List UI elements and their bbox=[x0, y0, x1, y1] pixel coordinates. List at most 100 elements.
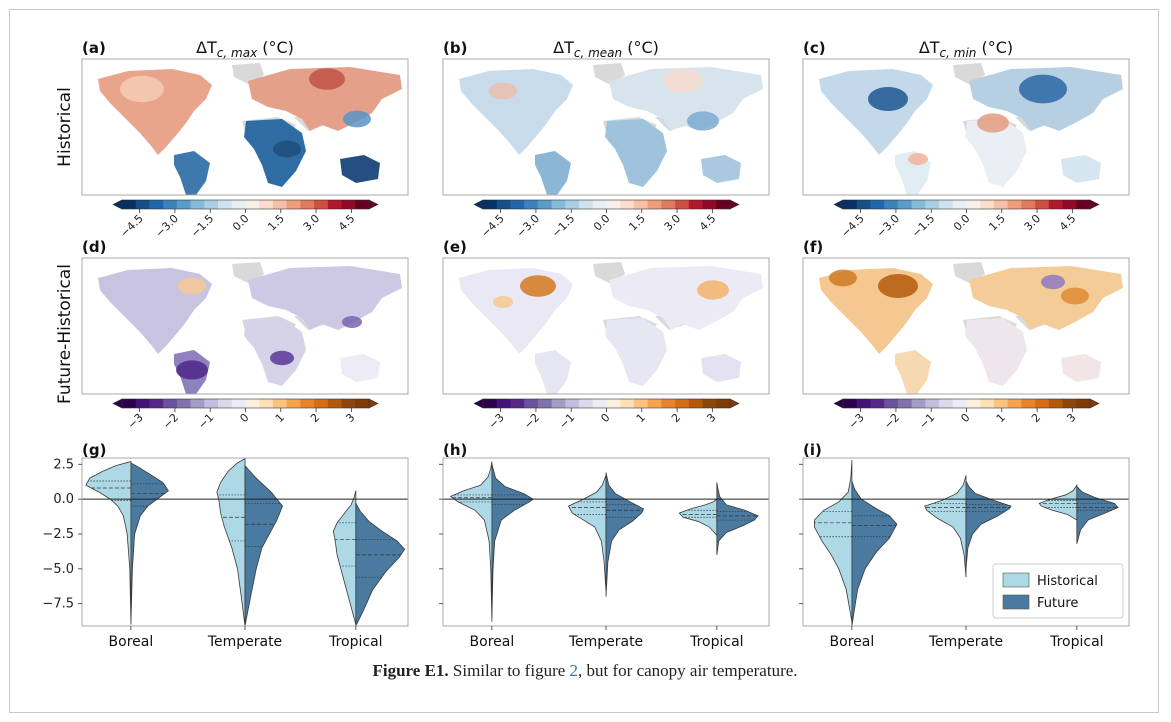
map-frame bbox=[802, 58, 1130, 196]
colorbar-segment bbox=[884, 200, 899, 209]
caption-text-end: , but for canopy air temperature. bbox=[578, 661, 798, 680]
colorbar-extend-high bbox=[729, 398, 740, 409]
map-anomaly-patch bbox=[273, 140, 301, 158]
colorbar-tick-label: −3 bbox=[846, 411, 867, 432]
colorbar-extend-high bbox=[1089, 398, 1100, 409]
y-tick-label: −2.5 bbox=[42, 527, 74, 542]
colorbar-segment bbox=[633, 399, 649, 408]
colorbar-segment bbox=[272, 200, 288, 209]
colorbar-segment bbox=[980, 200, 995, 209]
colorbar-segment bbox=[245, 399, 260, 408]
colorbar-tick-label: −1 bbox=[917, 411, 938, 432]
colorbar-segment bbox=[702, 399, 717, 408]
panel-title: ΔTc, min (°C) bbox=[919, 38, 1013, 60]
colorbar-segment bbox=[218, 399, 233, 408]
colorbar-tick-label: −2 bbox=[881, 411, 902, 432]
panel-letter: (f) bbox=[803, 238, 823, 256]
colorbar-extend-high bbox=[368, 398, 379, 409]
colorbar-segment bbox=[843, 200, 858, 209]
continent-eurasia bbox=[609, 266, 763, 330]
colorbar-tick-label: 4.5 bbox=[697, 212, 719, 234]
map-panel-c: (c) ΔTc, min (°C) bbox=[802, 38, 1130, 196]
violin-half-future-temperate bbox=[965, 480, 1012, 569]
map-land bbox=[98, 262, 402, 394]
colorbar-segment bbox=[606, 200, 621, 209]
legend-label-future: Future bbox=[1037, 596, 1078, 611]
colorbar-extend-low bbox=[112, 199, 123, 210]
map-anomaly-patch bbox=[868, 87, 908, 111]
continent-australia bbox=[1061, 354, 1101, 382]
colorbar-segment bbox=[122, 399, 137, 408]
x-category-label: Tropical bbox=[689, 634, 743, 650]
colorbar-segment bbox=[592, 399, 607, 408]
panel-letter: (b) bbox=[443, 39, 467, 57]
continent-samerica bbox=[535, 350, 571, 394]
colorbar-segment bbox=[1035, 399, 1050, 408]
map-anomaly-patch bbox=[697, 280, 729, 300]
figure-plot: (a) ΔTc, max (°C) (b) ΔTc, mean (°C) (c) ΔTc,… bbox=[42, 38, 1130, 650]
colorbar-segment bbox=[272, 399, 288, 408]
colorbar-segment bbox=[1062, 399, 1077, 408]
colorbar-tick-label: −1 bbox=[196, 411, 217, 432]
colorbar-segment bbox=[314, 200, 329, 209]
colorbar-tick-label: −4.5 bbox=[479, 212, 507, 240]
colorbar-segment bbox=[314, 399, 329, 408]
violin-half-future-temperate bbox=[244, 464, 283, 626]
colorbar-tick-label: 3 bbox=[704, 411, 718, 425]
colorbar-segment bbox=[579, 399, 594, 408]
colorbar-segment bbox=[1007, 399, 1022, 408]
map-anomaly-patch bbox=[309, 68, 345, 90]
colorbar-segment bbox=[620, 399, 635, 408]
colorbar-segment bbox=[149, 200, 164, 209]
colorbar-segment bbox=[565, 200, 580, 209]
colorbar-segment bbox=[149, 399, 164, 408]
row-label-historical: Historical bbox=[55, 87, 75, 167]
colorbar-segment bbox=[993, 200, 1009, 209]
colorbar-segment bbox=[176, 399, 192, 408]
caption-text: Similar to figure bbox=[448, 661, 570, 680]
colorbar-segment bbox=[1021, 200, 1036, 209]
figure-reference-link[interactable]: 2 bbox=[569, 661, 579, 680]
colorbar-tick-label: −4.5 bbox=[118, 212, 146, 240]
violin-plot-area bbox=[813, 460, 1119, 626]
panel-letter: (g) bbox=[82, 441, 106, 459]
colorbar-segment bbox=[204, 399, 219, 408]
colorbar-segment bbox=[579, 200, 594, 209]
colorbar-tick-label: −1.5 bbox=[549, 212, 577, 240]
colorbar-segment bbox=[675, 399, 690, 408]
colorbar-segment bbox=[218, 200, 233, 209]
continent-eurasia bbox=[609, 67, 763, 131]
colorbar-extend-low bbox=[473, 398, 484, 409]
colorbar-segment bbox=[939, 200, 954, 209]
colorbar-row2-3: −3 −2 −1 0 1 2 3 bbox=[833, 398, 1100, 432]
violin-half-future-boreal bbox=[491, 464, 534, 618]
legend-swatch-future bbox=[1002, 594, 1030, 610]
continent-africa bbox=[605, 119, 667, 187]
continent-eurasia bbox=[969, 266, 1123, 330]
colorbar-segment bbox=[551, 200, 566, 209]
colorbar-segment bbox=[496, 399, 511, 408]
colorbar-segment bbox=[300, 399, 315, 408]
map-frame bbox=[81, 257, 409, 395]
continent-australia bbox=[701, 155, 741, 183]
colorbar-row2-1: −3 −2 −1 0 1 2 3 bbox=[112, 398, 379, 432]
colorbar-tick-label: 3 bbox=[343, 411, 357, 425]
colorbar-segment bbox=[897, 399, 913, 408]
colorbar-segment bbox=[163, 200, 178, 209]
map-anomaly-patch bbox=[493, 296, 513, 308]
row-label-future-historical: Future-Historical bbox=[55, 264, 75, 404]
colorbar-segment bbox=[483, 399, 498, 408]
colorbar-segment bbox=[688, 399, 703, 408]
colorbar-segment bbox=[355, 200, 370, 209]
colorbar-segment bbox=[897, 200, 913, 209]
y-tick-label: 2.5 bbox=[53, 457, 74, 472]
colorbar-segment bbox=[204, 200, 219, 209]
colorbar-segment bbox=[661, 399, 676, 408]
colorbar-segment bbox=[884, 399, 899, 408]
map-panel-b: (b) ΔTc, mean (°C) bbox=[442, 38, 770, 196]
colorbar-segment bbox=[702, 200, 717, 209]
colorbar-segment bbox=[510, 399, 525, 408]
x-category-label: Tropical bbox=[328, 634, 382, 650]
colorbar-segment bbox=[856, 200, 871, 209]
map-frame bbox=[442, 58, 770, 196]
